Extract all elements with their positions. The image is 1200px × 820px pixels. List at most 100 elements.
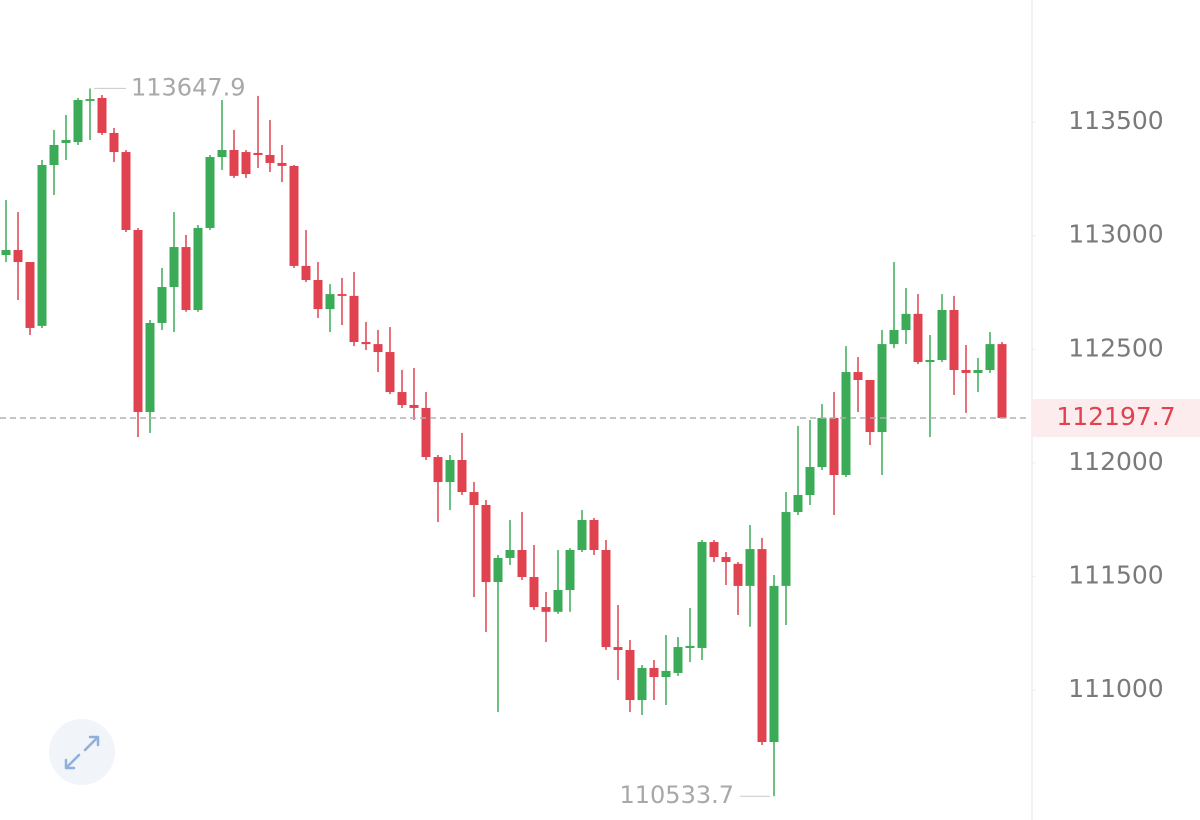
- candle-body: [865, 380, 875, 433]
- candle-body: [565, 550, 575, 590]
- candle-body: [229, 150, 239, 176]
- candle-body: [769, 585, 779, 743]
- expand-icon[interactable]: [64, 735, 100, 770]
- candle-body: [901, 313, 911, 330]
- candle-body: [661, 670, 671, 678]
- candle-body: [553, 590, 563, 612]
- candle-body: [349, 295, 359, 343]
- candle-body: [541, 607, 551, 612]
- candle-body: [973, 370, 983, 373]
- candle-body: [265, 155, 275, 163]
- candle-body: [217, 150, 227, 158]
- candle-body: [877, 344, 887, 433]
- y-tick-label: 111000: [1068, 674, 1163, 703]
- candle-body: [613, 647, 623, 650]
- candle-body: [133, 230, 143, 413]
- candle-body: [625, 650, 635, 700]
- candle-body: [517, 550, 527, 578]
- candle-body: [829, 417, 839, 475]
- candle-body: [385, 352, 395, 393]
- candle-body: [721, 557, 731, 563]
- candle-body: [181, 247, 191, 310]
- candle-body: [745, 549, 755, 586]
- candle-body: [241, 152, 251, 175]
- candle-body: [649, 667, 659, 678]
- candle-body: [37, 165, 47, 326]
- candle-body: [409, 405, 419, 408]
- candle-body: [145, 322, 155, 413]
- candle-body: [61, 140, 71, 143]
- candle-body: [337, 294, 347, 296]
- candle-body: [709, 542, 719, 558]
- last-price-label: 112197.7: [1056, 402, 1175, 431]
- candle-body: [397, 392, 407, 405]
- expand-button[interactable]: [49, 719, 115, 785]
- candle-body: [949, 310, 959, 370]
- candle-body: [253, 152, 263, 155]
- candle-body: [289, 165, 299, 266]
- candle-body: [757, 549, 767, 743]
- candle-body: [925, 360, 935, 363]
- candle-body: [577, 520, 587, 550]
- candle-body: [361, 342, 371, 345]
- candle-body: [457, 460, 467, 493]
- candle-body: [985, 344, 995, 370]
- candle-body: [889, 330, 899, 345]
- candle-body: [853, 372, 863, 380]
- candle-body: [673, 647, 683, 673]
- candle-body: [913, 313, 923, 363]
- candle-body: [277, 162, 287, 166]
- candle-body: [421, 407, 431, 458]
- candle-body: [85, 99, 95, 101]
- candle-body: [685, 645, 695, 648]
- candle-body: [169, 247, 179, 288]
- candle-body: [121, 152, 131, 230]
- candle-body: [601, 550, 611, 648]
- candle-body: [49, 145, 59, 165]
- candle-body: [937, 310, 947, 360]
- candle-body: [205, 157, 215, 228]
- candle-body: [781, 512, 791, 586]
- y-tick-label: 112000: [1068, 447, 1163, 476]
- candle-body: [637, 667, 647, 700]
- candle-body: [313, 280, 323, 310]
- y-tick-label: 112500: [1068, 333, 1163, 362]
- candle-body: [97, 97, 107, 133]
- candle-body: [157, 287, 167, 323]
- candle-body: [817, 417, 827, 468]
- y-tick-label: 111500: [1068, 561, 1163, 590]
- candle-body: [589, 520, 599, 550]
- candle-body: [13, 250, 23, 263]
- candle-body: [469, 492, 479, 505]
- last-price-box: [1032, 399, 1200, 438]
- candle-body: [793, 495, 803, 513]
- candle-body: [961, 370, 971, 373]
- candle-body: [25, 262, 35, 328]
- y-tick-label: 113000: [1068, 220, 1163, 249]
- max-marker-label: 113647.9: [131, 73, 246, 101]
- candle-body: [373, 344, 383, 353]
- candle-body: [109, 132, 119, 153]
- candle-body: [805, 467, 815, 495]
- candle-body: [505, 550, 515, 558]
- candle-body: [1, 250, 11, 255]
- candle-body: [193, 227, 203, 310]
- y-tick-label: 113500: [1068, 106, 1163, 135]
- expand-button-bg[interactable]: [49, 719, 115, 785]
- candle-body: [841, 372, 851, 475]
- candle-body: [301, 265, 311, 280]
- candle-body: [481, 505, 491, 583]
- candle-body: [433, 457, 443, 483]
- candle-body: [493, 557, 503, 583]
- candle-body: [73, 100, 83, 143]
- candle-body: [997, 344, 1007, 419]
- candle-body: [697, 542, 707, 648]
- candle-body: [733, 563, 743, 586]
- candle-body: [325, 294, 335, 310]
- min-marker-label: 110533.7: [619, 781, 734, 809]
- candle-body: [445, 460, 455, 483]
- candle-body: [529, 577, 539, 608]
